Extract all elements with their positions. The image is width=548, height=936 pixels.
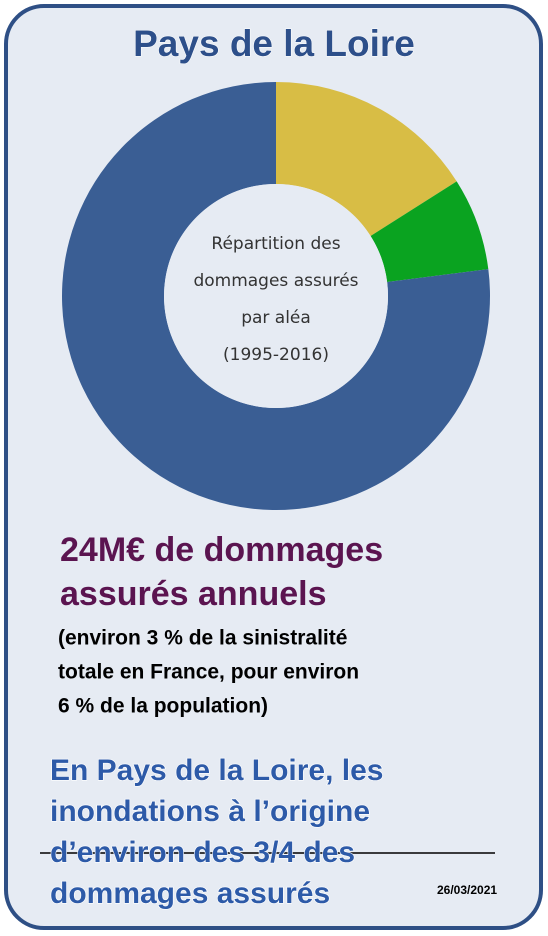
donut-hole bbox=[164, 184, 388, 408]
center-label: (1995-2016) bbox=[223, 345, 329, 365]
headline: 24M€ de dommages bbox=[60, 531, 383, 569]
conclusion: En Pays de la Loire, les bbox=[50, 754, 384, 787]
donut-segment bbox=[62, 82, 491, 510]
conclusion: d’environ des 3/4 des bbox=[50, 836, 355, 869]
donut: Répartition des dommages assurés par aléa (… bbox=[62, 82, 491, 510]
center-label: par aléa bbox=[241, 308, 311, 328]
texts: 24M€ de dommages assurés annuels (environ … bbox=[40, 531, 497, 911]
date: 26/03/2021 bbox=[437, 883, 497, 897]
note: (environ 3 % de la sinistralité bbox=[58, 627, 347, 650]
donut-segment bbox=[276, 82, 457, 236]
note: 6 % de la population) bbox=[58, 695, 268, 718]
conclusion: dommages assurés bbox=[50, 877, 330, 910]
center-label: Répartition des bbox=[211, 234, 340, 254]
center-label: dommages assurés bbox=[193, 271, 358, 291]
chart-title: Pays de la Loire bbox=[133, 23, 415, 64]
note: totale en France, pour environ bbox=[58, 661, 359, 684]
donut-segment bbox=[370, 181, 489, 282]
headline: assurés annuels bbox=[60, 575, 326, 613]
conclusion: inondations à l’origine bbox=[50, 795, 370, 828]
